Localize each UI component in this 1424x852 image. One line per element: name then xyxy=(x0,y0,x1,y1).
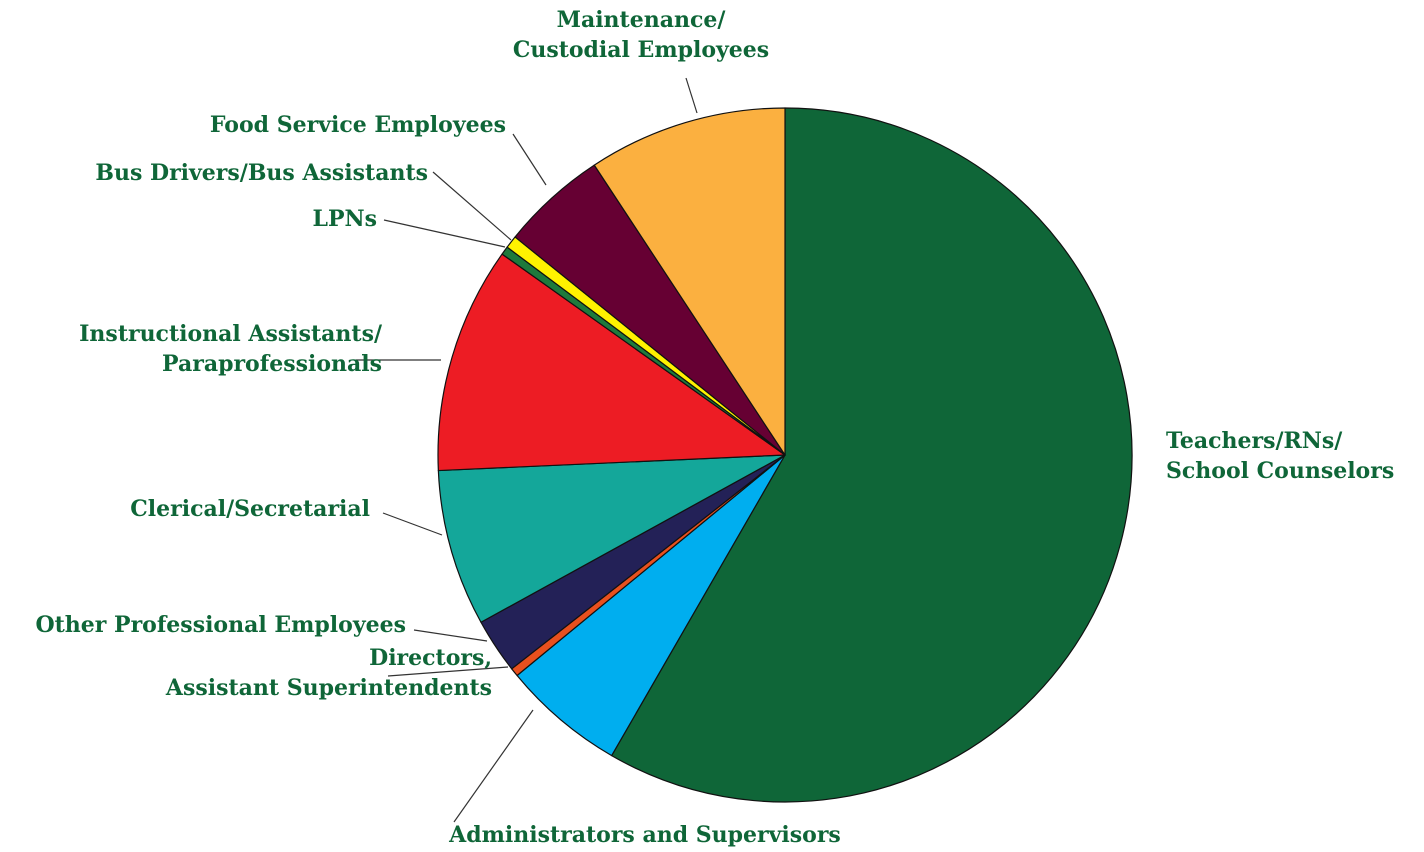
slice-labels: Teachers/RNs/School Counselors Administra… xyxy=(35,7,1394,848)
slice-label-line: Bus Drivers/Bus Assistants xyxy=(95,160,428,186)
pie-slice-teachers-rns-school-counselors xyxy=(611,107,1133,803)
slice-label-line: Maintenance/ xyxy=(557,7,727,33)
slice-label-line: School Counselors xyxy=(1166,458,1394,484)
slice-label-line: Teachers/RNs/ xyxy=(1166,428,1343,454)
slice-label-teachers-rns-school-counselors: Teachers/RNs/School Counselors xyxy=(1166,428,1394,484)
leader-line-other-professional-employees xyxy=(413,629,488,642)
leader-line-clerical-secretarial xyxy=(382,512,443,536)
slice-label-administrators-and-supervisors: Administrators and Supervisors xyxy=(448,822,841,848)
slice-label-food-service-employees: Food Service Employees xyxy=(210,112,506,138)
slice-label-line: LPNs xyxy=(312,206,377,232)
leader-line-food-service-employees xyxy=(512,133,547,186)
slice-label-other-professional-employees: Other Professional Employees xyxy=(35,612,406,638)
slice-label-bus-drivers-bus-assistants: Bus Drivers/Bus Assistants xyxy=(95,160,428,186)
slice-label-line: Clerical/Secretarial xyxy=(130,496,370,522)
slice-label-line: Paraprofessionals xyxy=(162,351,382,377)
slice-label-maintenance-custodial-employees: Maintenance/Custodial Employees xyxy=(513,7,769,63)
slice-label-line: Custodial Employees xyxy=(513,37,769,63)
slice-label-clerical-secretarial: Clerical/Secretarial xyxy=(130,496,370,522)
pie-slice-instructional-assistants-paraprofessionals xyxy=(437,253,786,472)
leader-line-administrators-and-supervisors xyxy=(453,709,534,823)
slice-label-line: Assistant Superintendents xyxy=(165,675,492,701)
leader-line-bus-drivers-bus-assistants xyxy=(432,171,512,241)
slice-label-lpns: LPNs xyxy=(312,206,377,232)
slice-label-directors-assistant-superintendents: Directors, Assistant Superintendents xyxy=(165,645,492,701)
slice-label-line: Directors, xyxy=(369,645,492,671)
pie-slices xyxy=(437,107,1133,803)
pie-slice-clerical-secretarial xyxy=(437,454,786,623)
leader-line-directors-assistant-superintendents xyxy=(387,666,509,677)
slice-label-line: Administrators and Supervisors xyxy=(448,822,841,848)
pie-slice-maintenance-custodial-employees xyxy=(593,107,786,456)
slice-label-line: Food Service Employees xyxy=(210,112,506,138)
leader-line-lpns xyxy=(383,219,506,248)
pie-slice-administrators-and-supervisors xyxy=(516,454,786,757)
slice-label-line: Instructional Assistants/ xyxy=(79,321,383,347)
slice-label-line: Other Professional Employees xyxy=(35,612,406,638)
slice-label-instructional-assistants-paraprofessionals: Instructional Assistants/Paraprofessiona… xyxy=(79,321,383,377)
leader-lines xyxy=(356,77,698,823)
leader-line-maintenance-custodial-employees xyxy=(685,77,698,114)
